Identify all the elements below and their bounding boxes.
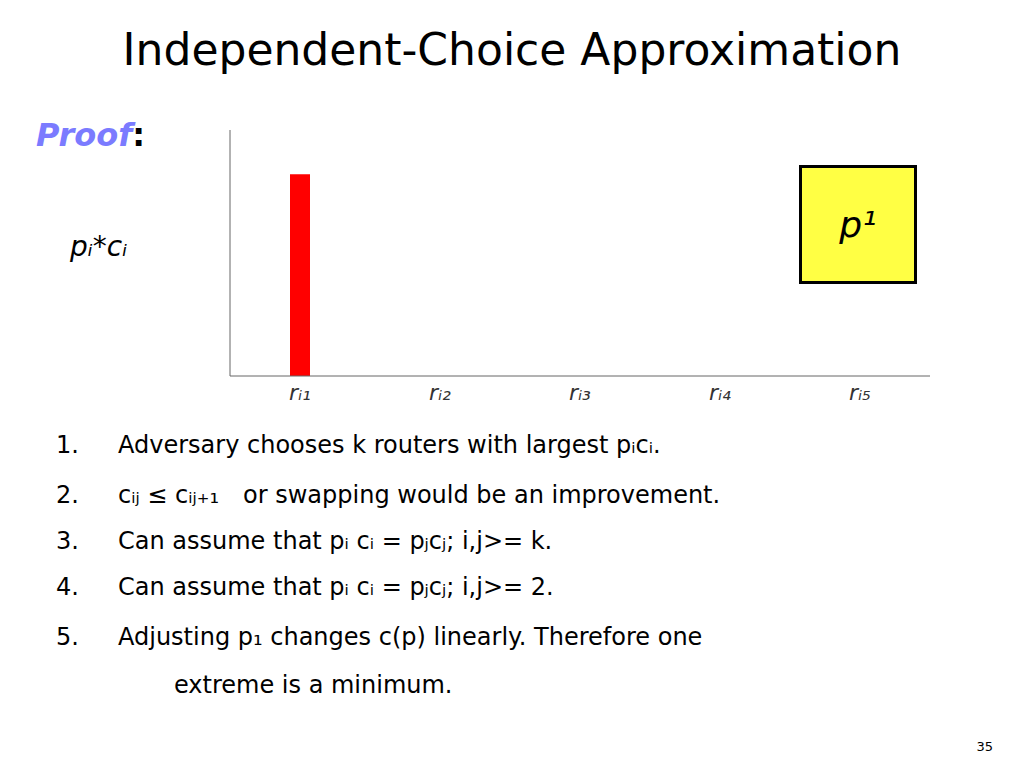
html-text:Can assume that pᵢ cᵢ = pⱼcⱼ;: Can assume that pᵢ cᵢ = pⱼcⱼ; i,j>= k. <box>118 527 553 555</box>
html-text:Can assume that pᵢ cᵢ = pⱼcⱼ;: Can assume that pᵢ cᵢ = pⱼcⱼ; i,j>= 2. <box>118 573 554 601</box>
html-text:pᵢ*cᵢ: pᵢ*cᵢ <box>70 230 128 263</box>
svg-text:rᵢ₅: rᵢ₅ <box>849 380 871 405</box>
html-text:Adversary chooses k routers wi: Adversary chooses k routers with largest… <box>118 431 661 459</box>
svg-text:rᵢ₃: rᵢ₃ <box>569 380 591 405</box>
html-text:or swapping would be an improv: or swapping would be an improvement. <box>243 481 721 509</box>
svg-text:rᵢ₁: rᵢ₁ <box>289 380 311 405</box>
html-text:3.: 3. <box>56 527 79 555</box>
html-text:Proof:: Proof: <box>36 116 145 154</box>
html-text:5.: 5. <box>56 623 79 651</box>
html-text:cᵢⱼ ≤ cᵢⱼ₊₁: cᵢⱼ ≤ cᵢⱼ₊₁ <box>118 481 219 509</box>
html-text:1.: 1. <box>56 431 79 459</box>
svg-text:rᵢ₄: rᵢ₄ <box>709 380 731 405</box>
html-text:p¹: p¹ <box>839 204 877 245</box>
html-text:2.: 2. <box>56 481 79 509</box>
svg-text:rᵢ₂: rᵢ₂ <box>429 380 451 405</box>
html-text:4.: 4. <box>56 573 79 601</box>
html-text:Adjusting p₁ changes c(p) line: Adjusting p₁ changes c(p) linearly. Ther… <box>118 623 703 651</box>
html-text:Independent-Choice Approximati: Independent-Choice Approximation <box>122 24 902 75</box>
html-text:extreme is a minimum.: extreme is a minimum. <box>174 671 453 699</box>
html-text:35: 35 <box>976 739 993 754</box>
